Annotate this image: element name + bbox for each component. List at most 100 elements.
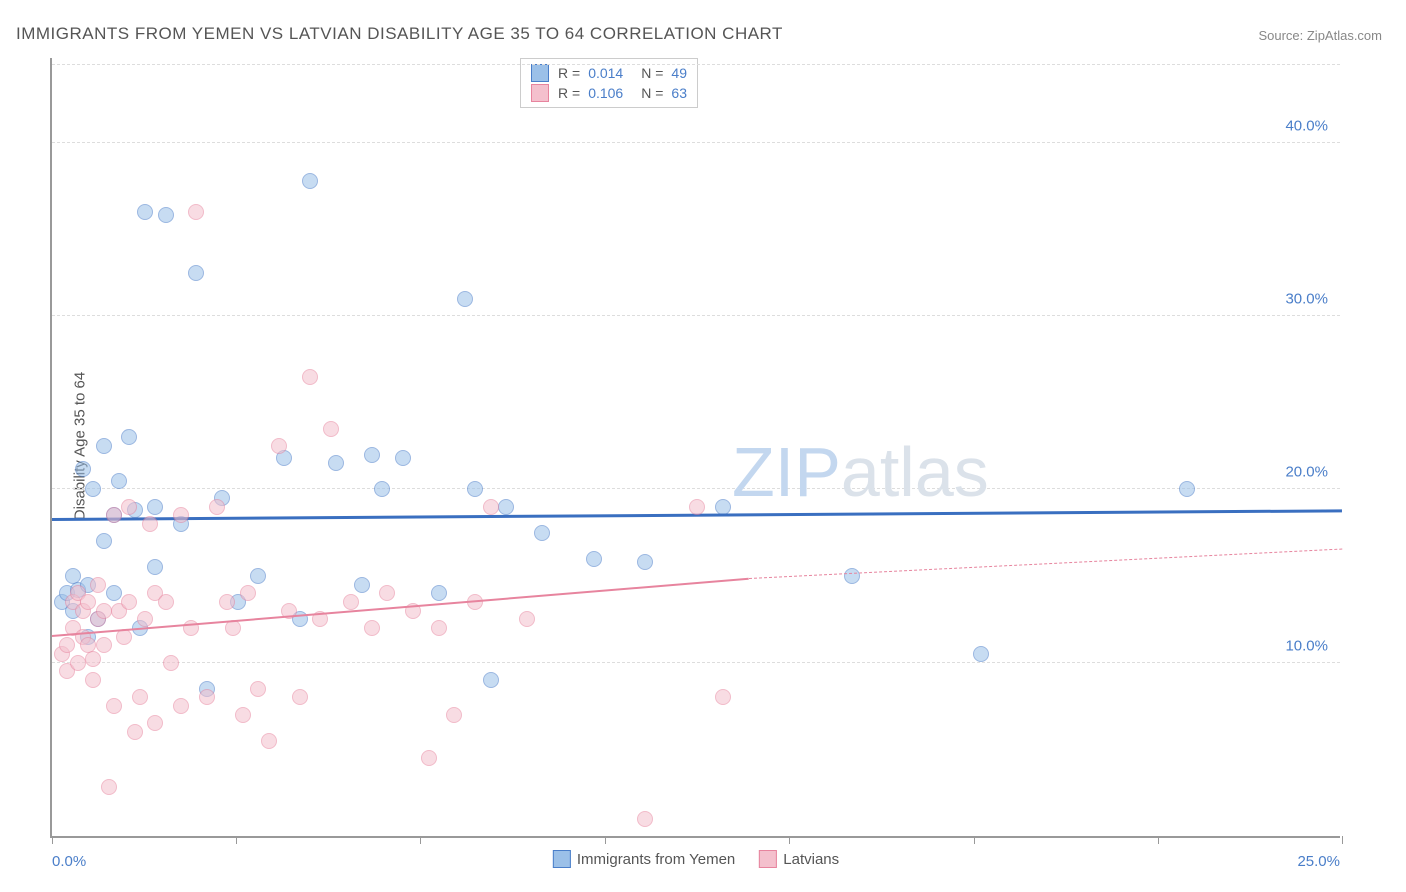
data-point [364,620,380,636]
data-point [142,516,158,532]
data-point [261,733,277,749]
y-tick-label: 20.0% [1285,464,1328,481]
source-attribution: Source: ZipAtlas.com [1258,28,1382,43]
data-point [343,594,359,610]
data-point [127,724,143,740]
data-point [209,499,225,515]
data-point [163,655,179,671]
data-point [96,637,112,653]
y-tick-label: 40.0% [1285,117,1328,134]
data-point [364,447,380,463]
data-point [302,173,318,189]
n-label: N = [641,65,663,81]
data-point [96,533,112,549]
legend-item: Immigrants from Yemen [553,850,735,868]
legend-swatch [553,850,571,868]
data-point [59,637,75,653]
x-tick-mark [974,836,975,844]
data-point [354,577,370,593]
y-tick-label: 30.0% [1285,291,1328,308]
data-point [147,559,163,575]
data-point [395,450,411,466]
r-value: 0.014 [588,65,623,81]
gridline [52,488,1340,489]
data-point [137,204,153,220]
trend-line [749,549,1342,579]
data-point [219,594,235,610]
data-point [147,715,163,731]
data-point [132,689,148,705]
data-point [292,689,308,705]
data-point [85,651,101,667]
legend-label: Latvians [783,851,839,868]
data-point [96,603,112,619]
n-label: N = [641,85,663,101]
data-point [235,707,251,723]
data-point [637,554,653,570]
source-prefix: Source: [1258,28,1306,43]
n-value: 49 [671,65,687,81]
r-label: R = [558,85,580,101]
legend-swatch [531,64,549,82]
data-point [483,672,499,688]
data-point [519,611,535,627]
x-tick-mark [1158,836,1159,844]
data-point [271,438,287,454]
x-tick-mark [605,836,606,844]
data-point [111,473,127,489]
data-point [121,429,137,445]
data-point [101,779,117,795]
gridline [52,64,1340,65]
data-point [106,698,122,714]
data-point [250,681,266,697]
x-tick-mark [1342,836,1343,844]
data-point [173,698,189,714]
data-point [374,481,390,497]
data-point [147,499,163,515]
data-point [158,207,174,223]
r-label: R = [558,65,580,81]
n-value: 63 [671,85,687,101]
data-point [158,594,174,610]
data-point [844,568,860,584]
x-tick-mark [420,836,421,844]
x-tick-label: 0.0% [52,853,86,870]
data-point [250,568,266,584]
data-point [715,689,731,705]
data-point [431,620,447,636]
data-point [199,689,215,705]
data-point [188,204,204,220]
legend-item: Latvians [759,850,839,868]
data-point [431,585,447,601]
data-point [96,438,112,454]
plot-area: R =0.014N =49R =0.106N =63 Immigrants fr… [50,58,1340,838]
data-point [467,481,483,497]
data-point [689,499,705,515]
data-point [85,481,101,497]
source-link[interactable]: ZipAtlas.com [1307,28,1382,43]
data-point [240,585,256,601]
gridline [52,315,1340,316]
data-point [85,672,101,688]
data-point [973,646,989,662]
legend-swatch [759,850,777,868]
data-point [379,585,395,601]
data-point [637,811,653,827]
data-point [483,499,499,515]
data-point [70,655,86,671]
data-point [534,525,550,541]
legend-swatch [531,84,549,102]
gridline [52,662,1340,663]
data-point [302,369,318,385]
gridline [52,142,1340,143]
data-point [106,585,122,601]
r-value: 0.106 [588,85,623,101]
data-point [328,455,344,471]
data-point [1179,481,1195,497]
data-point [498,499,514,515]
data-point [188,265,204,281]
legend-stat-row: R = 0.014 N = 49 [531,63,687,83]
data-point [80,594,96,610]
legend-label: Immigrants from Yemen [577,851,735,868]
y-tick-label: 10.0% [1285,637,1328,654]
